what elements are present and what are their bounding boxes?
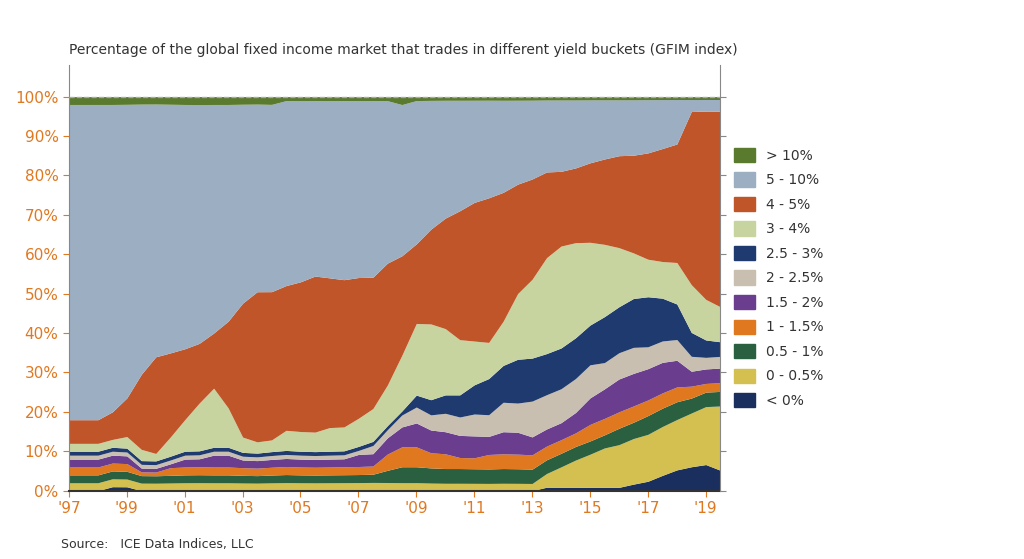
Text: Percentage of the global fixed income market that trades in different yield buck: Percentage of the global fixed income ma…	[69, 43, 737, 57]
Legend: > 10%, 5 - 10%, 4 - 5%, 3 - 4%, 2.5 - 3%, 2 - 2.5%, 1.5 - 2%, 1 - 1.5%, 0.5 - 1%: > 10%, 5 - 10%, 4 - 5%, 3 - 4%, 2.5 - 3%…	[733, 148, 823, 408]
Text: Source:   ICE Data Indices, LLC: Source: ICE Data Indices, LLC	[61, 538, 254, 551]
